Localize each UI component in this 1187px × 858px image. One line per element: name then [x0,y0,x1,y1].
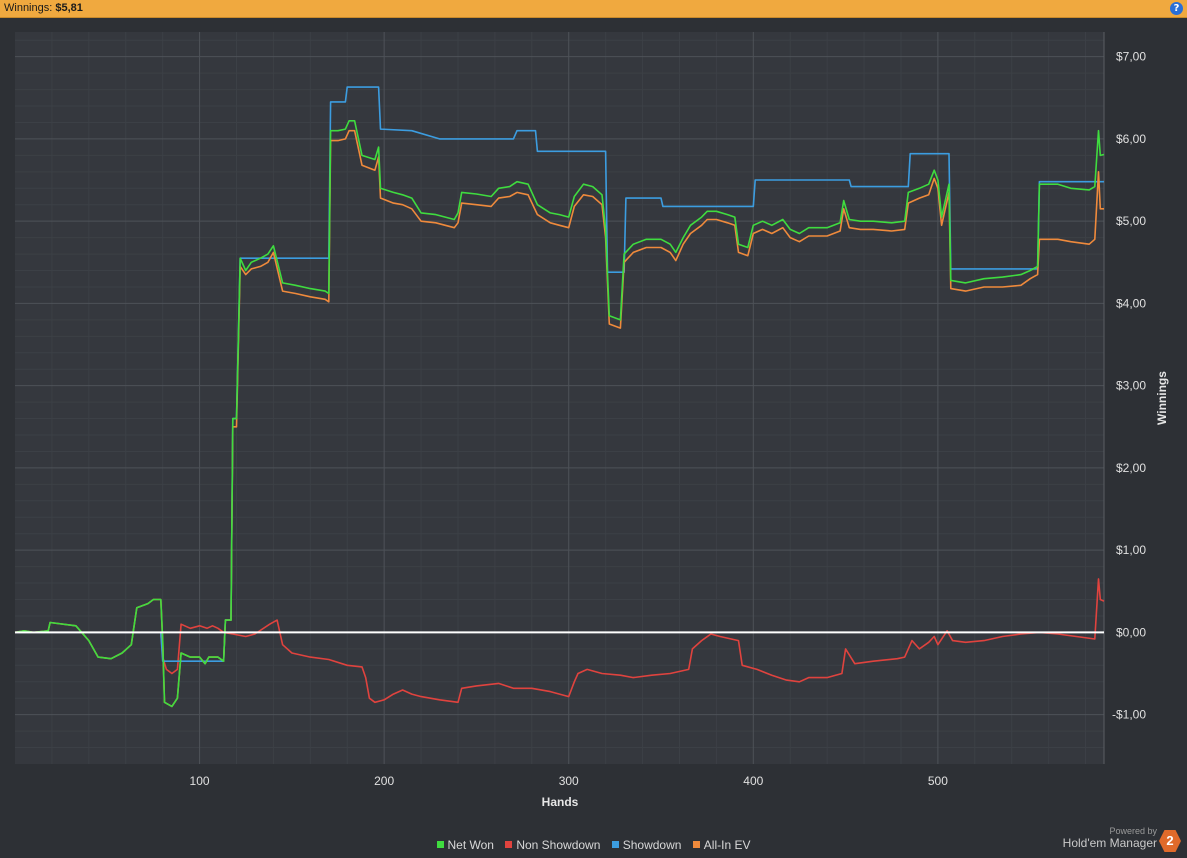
x-tick-label: 400 [743,774,763,788]
x-axis-title: Hands [542,795,579,809]
showdown-swatch [611,841,619,849]
non-showdown-swatch [505,841,513,849]
axis-labels: 100 200 300 400 500 -$1,00 $0,00 $1,00 $2,00 $3,0… [190,50,1147,788]
legend-item-non-showdown[interactable]: Non Showdown [505,838,600,852]
legend-item-all-in-ev[interactable]: All-In EV [692,838,751,852]
winnings-chart: 100 200 300 400 500 -$1,00 $0,00 $1,00 $2,00 $3,0… [14,32,1169,809]
y-tick-label: $6,00 [1116,132,1146,146]
help-icon[interactable]: ? [1170,2,1183,15]
legend-label-non-showdown: Non Showdown [516,838,601,852]
legend-label-all-in-ev: All-In EV [703,838,751,852]
legend-item-showdown[interactable]: Showdown [611,838,682,852]
x-tick-label: 500 [928,774,948,788]
y-tick-label: $4,00 [1116,296,1146,310]
net-won-swatch [436,841,444,849]
legend-label-net-won: Net Won [447,838,494,852]
branding: Powered by Hold'em Manager [1063,826,1157,850]
winnings-summary: Winnings: $5,81 [4,2,83,14]
legend-label-showdown: Showdown [622,838,682,852]
y-tick-label: $5,00 [1116,214,1146,228]
y-tick-label: $0,00 [1116,625,1146,639]
x-tick-label: 100 [190,774,210,788]
y-tick-label: $3,00 [1116,379,1146,393]
x-tick-label: 300 [559,774,579,788]
y-axis-title: Winnings [1155,371,1169,425]
chart-legend: Net Won Non Showdown Showdown All-In EV [0,838,1187,852]
y-tick-label: $2,00 [1116,461,1146,475]
winnings-value: $5,81 [55,2,83,14]
legend-item-net-won[interactable]: Net Won [436,838,494,852]
series-line-non-showdown [15,578,1105,704]
series-layer [14,86,1105,708]
series-line-net-won [14,120,1105,708]
all-in-ev-swatch [692,841,700,849]
winnings-label: Winnings: [4,2,53,14]
powered-by-text: Powered by [1109,826,1157,836]
product-name: Hold'em Manager [1062,836,1157,850]
y-tick-label: $7,00 [1116,50,1146,64]
y-tick-label: -$1,00 [1112,708,1146,722]
header-bar: Winnings: $5,81 ? [0,0,1187,18]
x-tick-label: 200 [374,774,394,788]
minor-grid [15,32,1104,764]
hem-logo-icon: 2 [1159,830,1181,852]
y-tick-label: $1,00 [1116,543,1146,557]
